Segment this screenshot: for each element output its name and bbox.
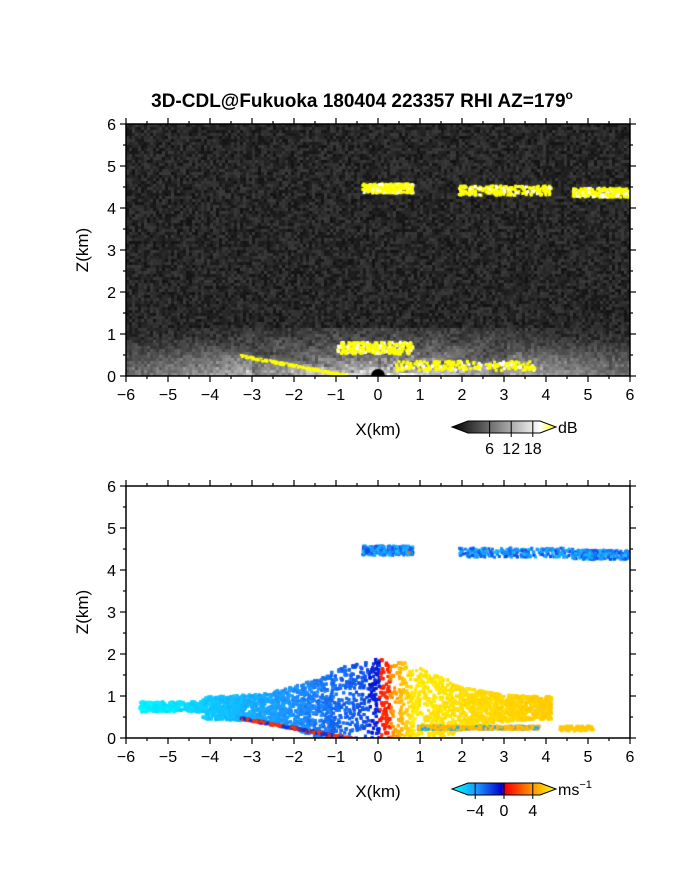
doppler-colorbar: −4 0 4 ms−1 xyxy=(450,779,592,820)
y-tick-label: 3 xyxy=(107,605,116,622)
x-tick-label: −4 xyxy=(201,387,219,404)
x-tick-label: 6 xyxy=(626,387,635,404)
backscatter-colorbar-bar xyxy=(450,420,558,434)
x-tick-label: −2 xyxy=(285,387,303,404)
colorbar-tick-label: 0 xyxy=(500,803,509,820)
x-tick-label: −5 xyxy=(159,749,177,766)
backscatter-colorbar: 6 12 18 dB xyxy=(450,420,578,458)
x-tick-label: −3 xyxy=(243,387,261,404)
y-tick-label: 1 xyxy=(107,327,116,344)
backscatter-ylabel: Z(km) xyxy=(73,228,92,272)
y-tick-label: 0 xyxy=(107,731,116,748)
doppler-ticks: −6 −5 −4 −3 −2 −1 0 1 2 3 4 5 6 0 1 2 3 4 5 6 xyxy=(107,479,636,766)
x-tick-label: 0 xyxy=(374,387,383,404)
y-tick-label: 5 xyxy=(107,159,116,176)
x-tick-label: −1 xyxy=(327,749,345,766)
x-tick-label: 0 xyxy=(374,749,383,766)
figure-title: 3D-CDL@Fukuoka 180404 223357 RHI AZ=179o xyxy=(151,88,573,112)
x-tick-label: 4 xyxy=(542,387,551,404)
x-tick-label: −5 xyxy=(159,387,177,404)
colorbar-tick-label: 12 xyxy=(502,441,520,458)
y-tick-label: 4 xyxy=(107,563,116,580)
y-tick-label: 6 xyxy=(107,117,116,134)
doppler-ylabel: Z(km) xyxy=(73,590,92,634)
doppler-xlabel: X(km) xyxy=(355,782,400,801)
colorbar-tick-label: 18 xyxy=(524,441,542,458)
doppler-colorbar-unit: ms−1 xyxy=(558,779,592,799)
colorbar-tick-label: 6 xyxy=(485,441,494,458)
backscatter-ticks: −6 −5 −4 −3 −2 −1 0 1 2 3 4 5 6 0 1 2 3 4 5 6 xyxy=(107,117,636,404)
y-tick-label: 2 xyxy=(107,285,116,302)
y-tick-label: 3 xyxy=(107,243,116,260)
x-tick-label: −6 xyxy=(117,749,135,766)
x-tick-label: 6 xyxy=(626,749,635,766)
panel-doppler: −6 −5 −4 −3 −2 −1 0 1 2 3 4 5 6 0 1 2 3 4 5 6 X(km) Z(km) −… xyxy=(73,479,636,820)
colorbar-tick-label: −4 xyxy=(466,803,484,820)
x-tick-label: 5 xyxy=(584,749,593,766)
x-tick-label: 3 xyxy=(500,387,509,404)
y-tick-label: 5 xyxy=(107,521,116,538)
y-tick-label: 4 xyxy=(107,201,116,218)
x-tick-label: −2 xyxy=(285,749,303,766)
x-tick-label: 5 xyxy=(584,387,593,404)
y-tick-label: 0 xyxy=(107,369,116,386)
x-tick-label: −3 xyxy=(243,749,261,766)
x-tick-label: −4 xyxy=(201,749,219,766)
y-tick-label: 1 xyxy=(107,689,116,706)
y-tick-label: 6 xyxy=(107,479,116,496)
x-tick-label: 1 xyxy=(416,749,425,766)
backscatter-colorbar-ticks: 6 12 18 xyxy=(485,421,542,458)
doppler-colorbar-ticks: −4 0 4 xyxy=(466,783,537,820)
x-tick-label: 2 xyxy=(458,749,467,766)
x-tick-label: −6 xyxy=(117,387,135,404)
colorbar-tick-label: 4 xyxy=(528,803,537,820)
y-tick-label: 2 xyxy=(107,647,116,664)
x-tick-label: 1 xyxy=(416,387,425,404)
x-tick-label: 3 xyxy=(500,749,509,766)
backscatter-colorbar-unit: dB xyxy=(558,420,578,437)
backscatter-raster xyxy=(126,124,630,376)
x-tick-label: −1 xyxy=(327,387,345,404)
x-tick-label: 2 xyxy=(458,387,467,404)
x-tick-label: 4 xyxy=(542,749,551,766)
doppler-raster xyxy=(126,486,630,738)
backscatter-xlabel: X(km) xyxy=(355,420,400,439)
